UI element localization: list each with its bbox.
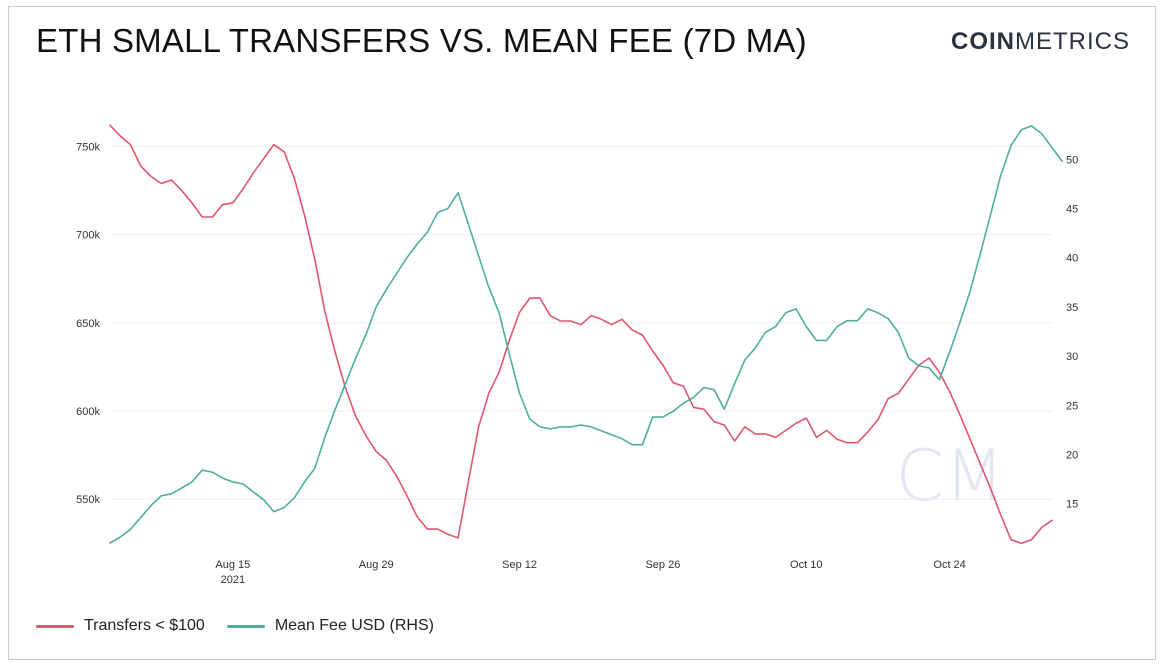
legend-label-transfers: Transfers < $100 [84,617,205,634]
left-tick-label: 700k [76,230,100,242]
right-axis: 15 20 25 30 35 40 45 50 [1066,154,1078,510]
series-lines [109,124,1063,545]
brand-logo: COINMETRICS [951,28,1130,56]
chart-title: ETH SMALL TRANSFERS VS. MEAN FEE (7D MA) [36,22,807,59]
legend-swatch-fee [226,624,265,628]
watermark-logo: CM [895,435,1004,517]
left-axis: 550k 600k 650k 700k 750k [76,141,100,506]
right-tick-label: 50 [1066,154,1078,166]
x-tick-label: Aug 29 [359,559,394,571]
legend-item-fee[interactable]: Mean Fee USD (RHS) [226,617,434,635]
x-axis: Aug 15 2021 Aug 29 Sep 12 Sep 26 Oct 10 Oct 24 [215,559,965,586]
legend: Transfers < $100 Mean Fee USD (RHS) [36,617,456,635]
right-tick-label: 45 [1066,204,1078,216]
chart-frame [8,6,1156,660]
gridlines [110,145,1052,500]
brand-logo-bold: COIN [951,28,1015,55]
right-tick-label: 25 [1066,400,1078,412]
series-line-transfers [109,124,1053,545]
left-tick-label: 600k [76,406,100,418]
brand-logo-light: METRICS [1015,28,1130,55]
right-tick-label: 35 [1066,302,1078,314]
series-line-mean-fee [109,125,1063,544]
x-tick-sublabel: 2021 [221,574,245,586]
x-tick-label: Oct 10 [790,559,822,571]
left-tick-label: 550k [76,494,100,506]
left-tick-label: 750k [76,141,100,153]
right-tick-label: 20 [1066,449,1078,461]
x-tick-label: Sep 26 [645,559,680,571]
x-tick-label: Oct 24 [933,559,965,571]
legend-label-fee: Mean Fee USD (RHS) [274,617,434,634]
legend-swatch-transfers [36,624,74,628]
right-tick-label: 30 [1066,351,1078,363]
x-tick-label: Aug 15 [215,559,250,571]
left-tick-label: 650k [76,318,100,330]
right-tick-label: 15 [1066,499,1078,511]
legend-item-transfers[interactable]: Transfers < $100 [36,617,205,635]
right-tick-label: 40 [1066,253,1078,265]
x-tick-label: Sep 12 [502,559,537,571]
